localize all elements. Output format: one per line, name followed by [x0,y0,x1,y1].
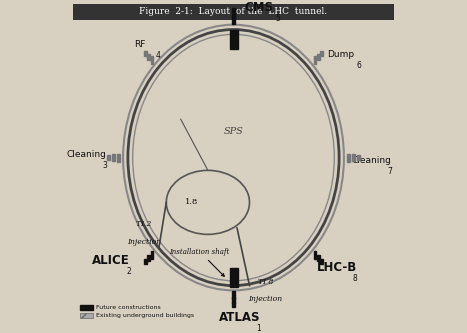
Text: Future constructions: Future constructions [96,305,161,310]
Bar [151,56,153,64]
Bar [314,251,316,259]
Bar [112,155,115,161]
Bar [117,154,120,162]
Bar [357,155,360,160]
Text: RF: RF [134,40,145,49]
Text: Installation shaft: Installation shaft [170,248,230,276]
Bar [232,291,235,299]
Text: LHC-B: LHC-B [317,261,357,274]
Bar [144,51,147,56]
Bar [80,313,92,318]
Bar [230,30,238,49]
Text: 1.8: 1.8 [185,198,198,206]
Text: 5: 5 [275,14,280,23]
Bar [232,297,235,303]
Bar [144,259,147,264]
Text: 2: 2 [127,267,132,276]
Text: Dump: Dump [326,50,354,59]
Text: CMS: CMS [245,1,274,14]
Text: SPS: SPS [224,128,243,137]
Bar [232,16,235,24]
Text: Injection: Injection [127,237,161,245]
Bar [317,255,319,261]
Bar [80,305,92,310]
Text: Injection: Injection [248,295,283,303]
Text: 7: 7 [387,167,392,176]
Text: TI 8: TI 8 [258,278,273,286]
Bar [232,8,235,13]
Bar [148,255,150,261]
Text: 1: 1 [256,324,261,333]
Bar [148,54,150,60]
Bar [320,259,323,264]
Bar [232,12,235,18]
FancyBboxPatch shape [73,4,394,20]
Bar [347,154,350,162]
Text: 4: 4 [156,51,161,60]
Bar [107,155,110,160]
Text: Cleaning: Cleaning [351,156,391,165]
Text: 8: 8 [353,274,358,283]
Bar [314,56,316,64]
Text: Figure  2-1:  Layout  of the  LHC  tunnel.: Figure 2-1: Layout of the LHC tunnel. [140,7,327,16]
Bar [320,51,323,56]
Text: Existing underground buildings: Existing underground buildings [96,313,194,318]
Bar [151,251,153,259]
Text: Cleaning: Cleaning [66,150,106,159]
Text: ATLAS: ATLAS [219,311,261,324]
Text: 6: 6 [356,61,361,70]
Bar [317,54,319,60]
Bar [352,155,355,161]
Bar [232,302,235,307]
Text: ALICE: ALICE [92,254,130,267]
Bar [230,268,238,287]
Text: 3: 3 [102,161,107,170]
Text: TI 2: TI 2 [136,220,152,228]
